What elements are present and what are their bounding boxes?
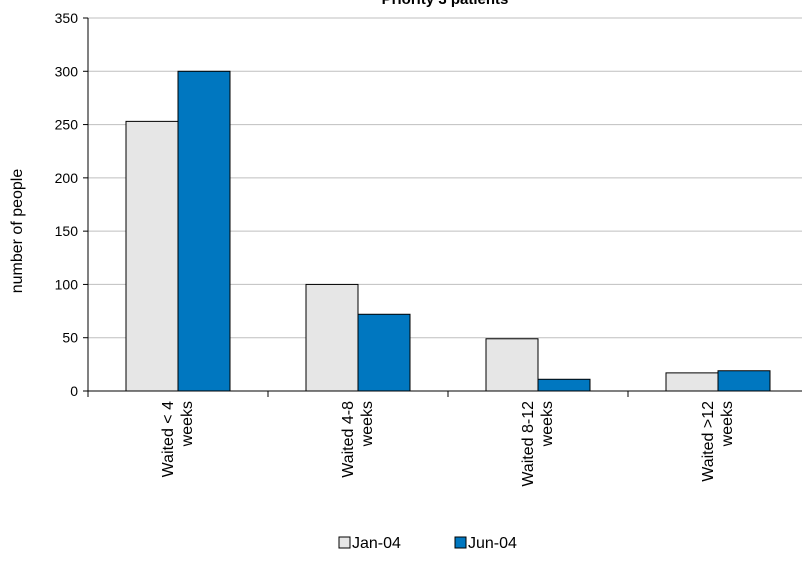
bar-jun-04 (717, 370, 771, 392)
x-category-label: Waited < 4 (160, 401, 177, 477)
legend-label: Jan-04 (352, 535, 401, 552)
x-category-label: weeks (719, 401, 736, 447)
legend-label: Jun-04 (468, 535, 517, 552)
bar-jun-04 (357, 313, 411, 392)
y-tick-label: 250 (55, 117, 79, 133)
y-tick-label: 200 (55, 170, 79, 186)
y-tick-label: 150 (55, 223, 79, 239)
legend-swatch (338, 536, 351, 549)
x-category-label: Waited >12 (700, 401, 717, 482)
legend-swatch (454, 536, 467, 549)
y-tick-label: 300 (55, 63, 79, 79)
y-tick-label: 50 (62, 330, 78, 346)
bar-jun-04 (177, 70, 231, 392)
bar-jan-04 (485, 338, 539, 392)
bar-jun-04 (537, 378, 591, 392)
y-tick-labels: 0 50 100 150 200 250 300 350 (55, 10, 79, 399)
y-tick-label: 350 (55, 10, 79, 26)
x-category-label: weeks (539, 401, 556, 447)
axes (83, 17, 802, 397)
x-category-label: weeks (359, 401, 376, 447)
x-category-label: Waited 8-12 (520, 401, 537, 487)
x-category-labels: Waited < 4 weeks Waited 4-8 weeks Waited 8-1… (160, 401, 736, 487)
bar-jan-04 (665, 372, 719, 392)
legend: Jan-04 Jun-04 (338, 535, 517, 552)
x-category-label: weeks (179, 401, 196, 447)
y-axis-label: number of people (9, 169, 26, 294)
y-tick-label: 0 (70, 383, 78, 399)
bars (125, 70, 771, 392)
bar-jan-04 (125, 120, 179, 392)
chart-title: Priority 3 patients (382, 0, 509, 8)
x-category-label: Waited 4-8 (340, 401, 357, 478)
bar-jan-04 (305, 283, 359, 392)
y-tick-label: 100 (55, 276, 79, 292)
